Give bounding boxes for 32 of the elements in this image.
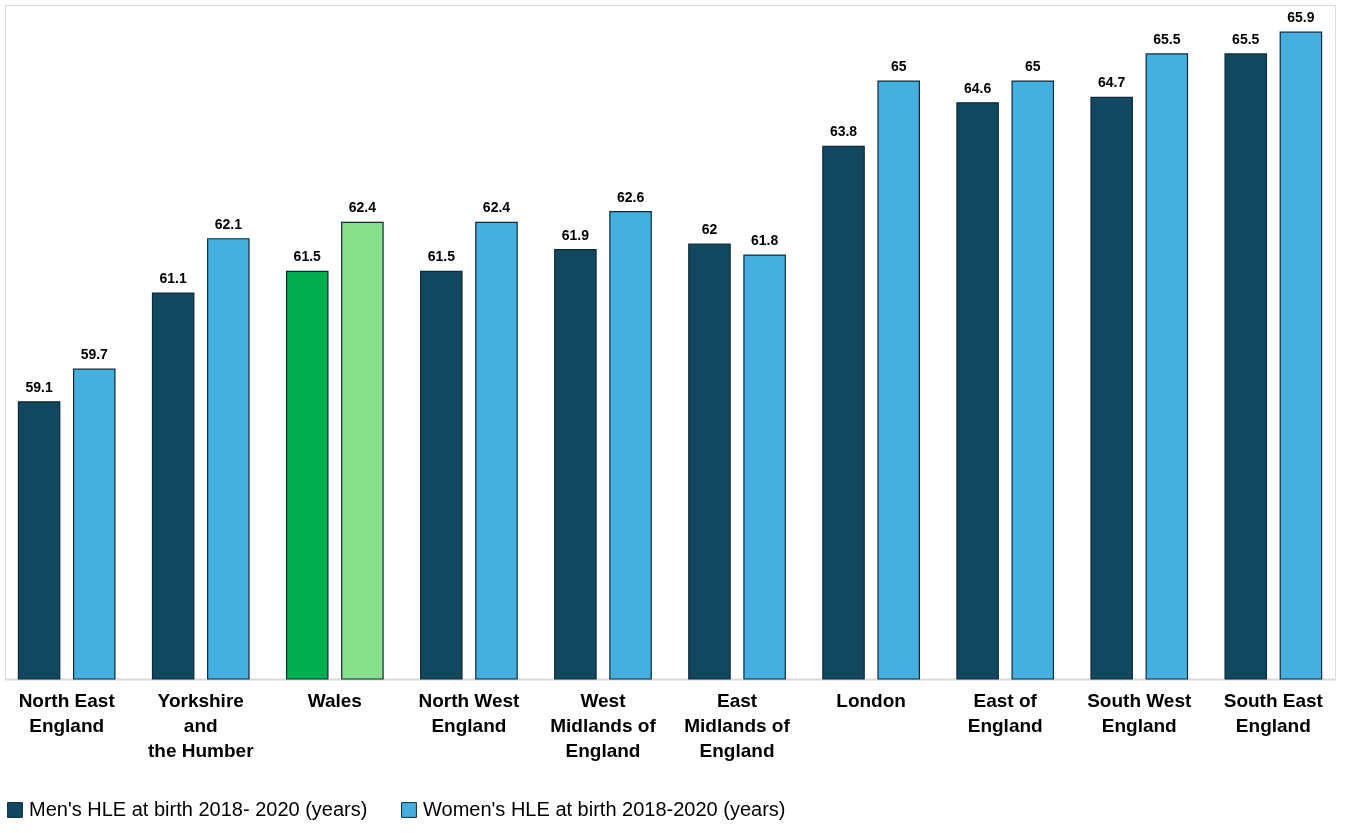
legend-label: Women's HLE at birth 2018-2020 (years) (423, 798, 786, 820)
x-tick-label: Wales (307, 689, 362, 711)
data-label: 59.1 (25, 378, 53, 395)
x-tick-label: East of England (967, 689, 1043, 736)
x-tick-label: London (836, 689, 906, 711)
x-tick-label: East Midlands of England (684, 689, 791, 761)
data-label: 61.5 (427, 248, 456, 265)
x-tick-label: North West England (418, 689, 521, 736)
data-label: 65 (890, 58, 907, 75)
data-label: 62.4 (348, 199, 377, 216)
data-label: 64.7 (1098, 74, 1126, 91)
data-label: 61.1 (159, 270, 187, 287)
data-label: 62 (701, 221, 718, 238)
data-label: 62.6 (616, 188, 645, 205)
data-label: 62.4 (482, 199, 511, 216)
data-label: 65.5 (1232, 30, 1260, 47)
data-label: 61.9 (561, 226, 590, 243)
legend-label: Men's HLE at birth 2018- 2020 (years) (29, 798, 368, 820)
data-label: 61.8 (750, 232, 779, 249)
x-tick-label: South East England (1223, 689, 1324, 736)
data-label: 65.9 (1287, 9, 1315, 26)
x-tick-label: West Midlands of England (550, 689, 657, 761)
data-label: 59.7 (80, 346, 109, 363)
data-label: 63.8 (829, 123, 858, 140)
x-tick-label: South West England (1087, 689, 1192, 736)
data-label: 65 (1024, 58, 1041, 75)
x-tick-label: North East England (18, 689, 116, 736)
x-tick-label: Yorkshire and the Humber (147, 689, 255, 761)
data-label: 62.1 (214, 215, 243, 232)
data-label: 64.6 (963, 79, 992, 96)
data-label: 65.5 (1153, 30, 1181, 47)
data-label: 61.5 (293, 248, 322, 265)
